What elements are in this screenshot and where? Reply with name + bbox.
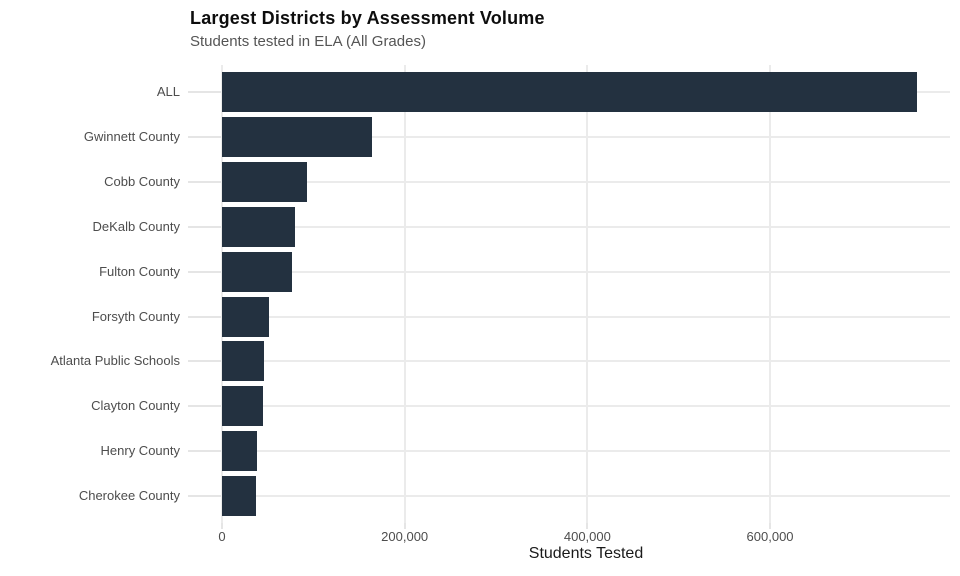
plot-panel <box>221 65 950 523</box>
y-gridline <box>222 450 950 453</box>
x-tick-mark <box>769 523 772 529</box>
y-tick-mark <box>188 180 222 183</box>
bar-forsyth-county <box>222 296 269 337</box>
x-gridline <box>586 65 589 523</box>
y-tick-mark <box>188 405 222 408</box>
y-tick-mark <box>188 450 222 453</box>
x-tick-mark <box>221 523 223 529</box>
bar-fulton-county <box>222 251 293 292</box>
y-axis-label: Cobb County <box>104 173 180 189</box>
y-tick-mark <box>188 315 222 318</box>
y-gridline <box>222 180 950 183</box>
y-tick-mark <box>188 360 222 363</box>
y-gridline <box>222 495 950 498</box>
y-axis-label: DeKalb County <box>92 218 180 234</box>
y-gridline <box>222 270 950 273</box>
bar-all <box>222 72 918 112</box>
bar-dekalb-county <box>222 206 296 247</box>
x-tick-mark <box>586 523 589 529</box>
chart-title: Largest Districts by Assessment Volume <box>190 8 545 28</box>
x-gridline <box>221 65 223 523</box>
y-axis-label: Clayton County <box>91 398 180 414</box>
bar-cherokee-county <box>222 476 256 517</box>
x-gridline <box>403 65 406 523</box>
bar-clayton-county <box>222 386 264 427</box>
chart-subtitle: Students tested in ELA (All Grades) <box>190 33 426 50</box>
x-gridline <box>769 65 772 523</box>
y-tick-mark <box>188 91 222 93</box>
y-gridline <box>222 135 950 138</box>
y-tick-mark <box>188 495 222 498</box>
bar-gwinnett-county <box>222 116 372 157</box>
x-tick-mark <box>403 523 406 529</box>
y-axis-label: Forsyth County <box>91 308 180 324</box>
y-tick-mark <box>188 225 222 228</box>
x-tick-label: 0 <box>218 529 226 544</box>
y-axis-label: Atlanta Public Schools <box>50 353 180 369</box>
x-tick-label: 200,000 <box>381 529 429 544</box>
x-tick-label: 400,000 <box>563 529 611 544</box>
y-gridline <box>222 225 950 228</box>
y-axis-label: Cherokee County <box>78 488 180 504</box>
y-gridline <box>222 405 950 408</box>
y-tick-mark <box>188 135 222 138</box>
x-axis-title: Students Tested <box>528 545 644 562</box>
y-gridline <box>222 360 950 363</box>
y-axis-label: Gwinnett County <box>83 128 180 144</box>
bar-cobb-county <box>222 161 307 202</box>
bar-henry-county <box>222 431 257 472</box>
bar-atlanta-public-schools <box>222 341 265 382</box>
y-axis-label: Henry County <box>100 443 180 459</box>
y-gridline <box>222 315 950 318</box>
y-axis-label: ALL <box>156 84 180 99</box>
y-axis-label: Fulton County <box>99 263 180 279</box>
x-tick-label: 600,000 <box>746 529 794 544</box>
y-tick-mark <box>188 270 222 273</box>
